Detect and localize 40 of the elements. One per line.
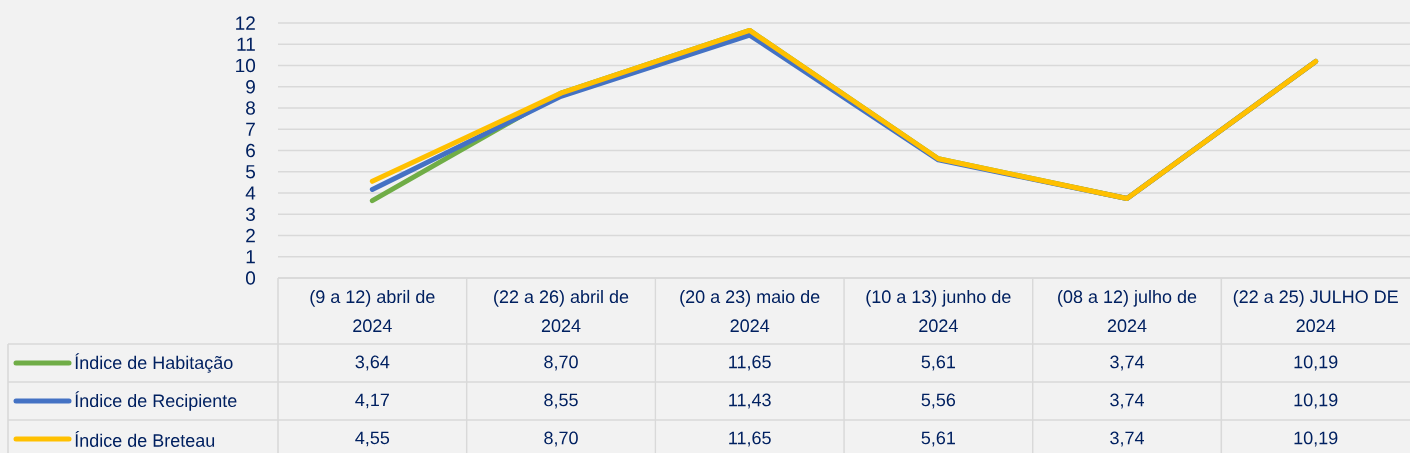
- data-label: 10,19: [1294, 431, 1338, 447]
- data-label: 11,65: [729, 431, 771, 447]
- x-tick-label: (20 a 23) maio de 2024: [680, 289, 820, 333]
- y-tick-label: 3: [245, 207, 255, 221]
- legend-label: Índice de Habitação: [75, 353, 233, 373]
- data-label: 8,55: [544, 393, 578, 409]
- data-label: 8,70: [544, 431, 578, 447]
- data-label: 5,61: [921, 355, 955, 371]
- data-label: 3,74: [1110, 355, 1145, 371]
- x-tick-label: (9 a 12) abril de 2024: [310, 289, 435, 333]
- data-label: 5,56: [921, 393, 956, 409]
- data-label: 4,17: [355, 393, 389, 409]
- y-tick-label: 9: [246, 80, 255, 94]
- y-tick-label: 12: [236, 16, 255, 30]
- y-tick-label: 0: [245, 271, 256, 285]
- legend-label: Índice de Recipiente: [75, 391, 237, 411]
- x-tick-label: (08 a 12) julho de 2024: [1058, 289, 1197, 333]
- data-label: 8,70: [544, 355, 578, 371]
- x-tick-label: (22 a 26) abril de 2024: [494, 289, 629, 333]
- data-label: 3,64: [355, 355, 390, 371]
- data-label: 10,19: [1294, 355, 1338, 371]
- data-label: 3,74: [1110, 393, 1145, 409]
- x-tick-label: (10 a 13) junho de 2024: [866, 289, 1011, 333]
- data-label: 11,43: [729, 393, 771, 409]
- y-tick-label: 6: [246, 143, 255, 158]
- legend-label: Índice de Breteau: [75, 431, 215, 447]
- data-label: 11,65: [729, 355, 771, 371]
- y-tick-label: 2: [246, 228, 255, 243]
- data-label: 5,61: [921, 431, 955, 447]
- y-tick-label: 4: [245, 186, 256, 200]
- y-tick-label: 11: [237, 37, 255, 51]
- data-label: 4,55: [355, 431, 390, 447]
- data-label: 10,19: [1294, 393, 1338, 409]
- y-tick-label: 7: [246, 122, 255, 136]
- y-tick-label: 5: [245, 165, 256, 179]
- y-tick-label: 1: [246, 250, 255, 264]
- y-tick-label: 10: [236, 58, 256, 73]
- y-tick-label: 8: [246, 101, 255, 115]
- x-tick-label: (22 a 25) JULHO DE 2024: [1233, 289, 1398, 333]
- data-label: 3,74: [1110, 431, 1145, 447]
